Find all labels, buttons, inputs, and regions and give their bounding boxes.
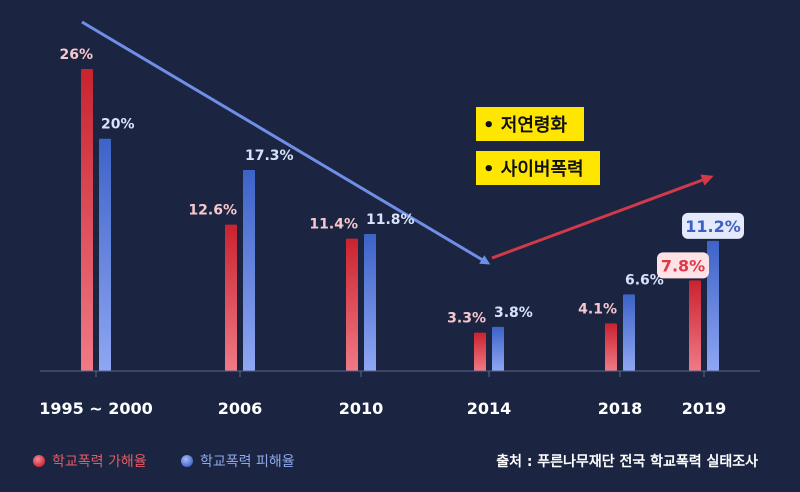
x-axis-ticks xyxy=(95,371,705,377)
annotation-young-age: • 저연령화 xyxy=(476,107,584,141)
value-label-offender: 11.4% xyxy=(309,217,358,233)
bar-victim xyxy=(364,233,376,371)
bar-offender xyxy=(81,69,93,371)
annotation-cyber-text: • 사이버폭력 xyxy=(483,159,584,180)
x-tick-label: 2014 xyxy=(467,399,512,418)
bar-victim xyxy=(99,138,111,371)
bar-offender xyxy=(605,323,617,371)
value-label-victim: 11.2% xyxy=(685,217,741,236)
bar-offender xyxy=(225,224,237,371)
bar-offender xyxy=(474,332,486,371)
value-label-victim: 17.3% xyxy=(245,148,294,164)
legend: 학교폭력 가해율 학교폭력 피해율 xyxy=(33,454,295,470)
legend-victim-marker xyxy=(181,455,193,467)
bars-layer xyxy=(81,69,719,371)
value-label-victim: 11.8% xyxy=(366,212,415,228)
value-label-victim: 3.8% xyxy=(494,305,533,321)
legend-offender-marker xyxy=(33,455,45,467)
value-label-offender: 26% xyxy=(59,47,93,63)
value-label-victim: 20% xyxy=(101,117,135,133)
value-label-offender: 3.3% xyxy=(447,311,486,327)
trend-up-arrow xyxy=(491,174,714,260)
highlight-badge-offender xyxy=(657,252,709,279)
x-tick-label: 2019 xyxy=(682,399,727,418)
trend-down-arrow xyxy=(81,20,491,265)
x-tick-label: 2018 xyxy=(598,399,643,418)
value-label-offender: 7.8% xyxy=(661,256,705,275)
annotation-cyber: • 사이버폭력 xyxy=(476,151,600,185)
bar-victim xyxy=(623,294,635,371)
bar-victim xyxy=(243,170,255,371)
value-labels-layer: 26% 20% 12.6% 17.3% 11.4% 11.8% 3.3% 3.8% 4.1% 6.… xyxy=(59,47,744,327)
x-axis-labels: 1995 ~ 2000 2006 2010 2014 2018 2019 xyxy=(39,399,726,418)
x-tick-label: 2010 xyxy=(339,399,384,418)
highlight-badge-victim xyxy=(682,212,744,239)
bar-offender xyxy=(689,280,701,371)
x-tick-label: 2006 xyxy=(218,399,263,418)
value-label-victim: 6.6% xyxy=(625,272,664,288)
source-note: 출처 : 푸른나무재단 전국 학교폭력 실태조사 xyxy=(496,453,758,470)
legend-victim-label: 학교폭력 피해율 xyxy=(200,454,295,470)
bar-victim xyxy=(707,240,719,371)
bar-offender xyxy=(346,238,358,371)
legend-offender-label: 학교폭력 가해율 xyxy=(52,454,147,470)
bar-victim xyxy=(492,326,504,371)
x-tick-label: 1995 ~ 2000 xyxy=(39,399,153,418)
value-label-offender: 4.1% xyxy=(578,301,617,317)
value-label-offender: 12.6% xyxy=(188,203,237,219)
annotation-young-age-text: • 저연령화 xyxy=(483,115,567,136)
